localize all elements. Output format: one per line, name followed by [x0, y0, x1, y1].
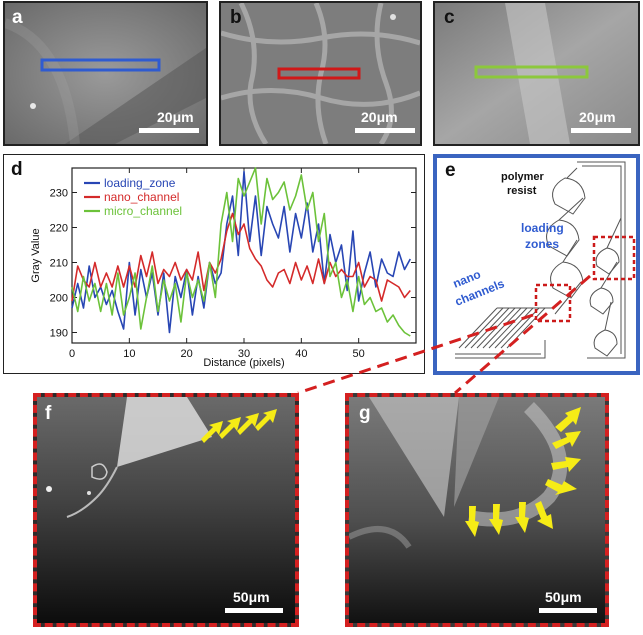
scale-bar-a [139, 128, 199, 133]
panel-label-f: f [45, 403, 52, 424]
arrow-f-2 [219, 417, 241, 439]
arrow-g-1 [555, 407, 581, 432]
series-line-micro-channel [71, 167, 411, 337]
label-zones: zones [525, 237, 559, 251]
roi-box-b [277, 67, 361, 80]
x-tick-label: 40 [295, 348, 307, 360]
x-axis-label: Distance (pixels) [203, 357, 284, 369]
arrow-g-6 [515, 502, 529, 533]
label-polymer: polymer [501, 171, 545, 183]
panel-g: g 50μm [345, 393, 609, 627]
panel-d: d 0 10 20 30 40 50 190 200 210 220 230 Distance (pi… [3, 154, 425, 374]
micrograph-f [37, 397, 295, 623]
panel-label-b: b [230, 7, 242, 28]
arrow-g-8 [465, 506, 479, 537]
micrograph-b [221, 3, 420, 144]
y-tick-label: 210 [50, 258, 68, 270]
series-line-nano-channel [71, 212, 411, 302]
y-tick-label: 190 [50, 328, 68, 340]
y-tick-label: 220 [50, 223, 68, 235]
scale-bar-c [571, 128, 631, 133]
panel-c: c 20μm [433, 1, 640, 146]
x-tick-label: 10 [123, 348, 135, 360]
arrow-f-4 [255, 409, 277, 431]
scale-bar-g [539, 608, 597, 613]
y-axis-label: Gray Value [30, 228, 42, 282]
panel-e: e [433, 154, 640, 375]
panel-label-e: e [445, 160, 456, 181]
micrograph-c [435, 3, 638, 144]
panel-label-d: d [11, 159, 23, 180]
panel-b: b 20μm [219, 1, 422, 146]
panel-label-a: a [12, 7, 23, 28]
arrow-g-2 [552, 431, 581, 449]
arrow-g-5 [535, 501, 553, 529]
scale-bar-f [225, 608, 283, 613]
panel-a: a 20μm [3, 1, 208, 146]
x-tick-label: 50 [353, 348, 365, 360]
series-line-loading-zone [71, 170, 411, 334]
micrograph-g [349, 397, 605, 623]
roi-box-a [40, 58, 161, 72]
highlight-box-loading [592, 235, 636, 281]
gray-value-chart: 0 10 20 30 40 50 190 200 210 220 230 Distance (pixe… [30, 167, 417, 369]
device-schematic: polymer resist loading zones nano channe… [451, 161, 636, 359]
panel-f: f 50μm [33, 393, 299, 627]
arrow-g-7 [489, 504, 503, 535]
arrow-f-3 [237, 413, 259, 435]
scale-text-f: 50μm [233, 589, 270, 605]
panel-label-g: g [359, 403, 371, 424]
arrow-g-4 [545, 479, 577, 495]
x-tick-label: 20 [181, 348, 193, 360]
x-tick-label: 0 [69, 348, 75, 360]
arrows-g [465, 407, 581, 537]
x-tick-label: 30 [238, 348, 250, 360]
y-tick-label: 200 [50, 293, 68, 305]
arrows-f [201, 409, 277, 443]
scale-text-b: 20μm [361, 109, 398, 125]
scale-text-a: 20μm [157, 109, 194, 125]
scale-text-c: 20μm [579, 109, 616, 125]
label-resist: resist [507, 185, 537, 197]
highlight-box-nano [534, 283, 572, 323]
roi-box-c [474, 65, 589, 79]
label-loading: loading [521, 221, 564, 235]
legend-entry: loading_zone [104, 176, 176, 190]
y-tick-label: 230 [50, 188, 68, 200]
panel-label-c: c [444, 7, 455, 28]
scale-bar-b [355, 128, 415, 133]
micrograph-a [5, 3, 206, 144]
arrow-f-1 [201, 421, 223, 443]
scale-text-g: 50μm [545, 589, 582, 605]
arrow-g-3 [551, 457, 581, 472]
legend-entry: micro_channel [104, 204, 182, 218]
legend-entry: nano_channel [104, 190, 179, 204]
